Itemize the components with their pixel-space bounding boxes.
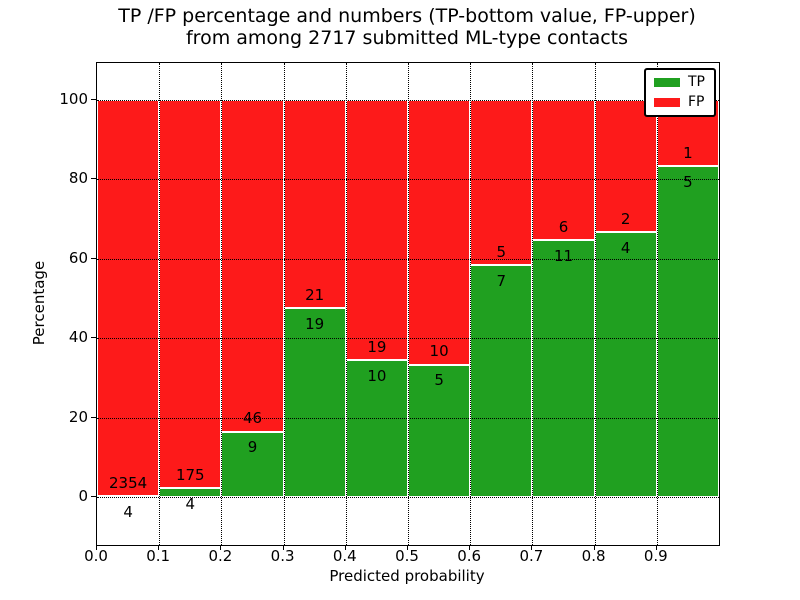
y-tick-mark-60: [91, 257, 96, 259]
bar-segment-tp-8: [594, 232, 657, 497]
bar-segment-tp-2: [221, 431, 284, 497]
v-gridline-0.7: [532, 63, 534, 545]
x-tick-mark-0.7: [531, 545, 533, 550]
x-tick-label-0.5: 0.5: [395, 547, 419, 565]
bar-segment-fp-5: [408, 99, 471, 365]
fp-count-label-0: 2354: [109, 473, 148, 492]
chart-title: TP /FP percentage and numbers (TP-bottom…: [96, 5, 718, 49]
x-tick-label-0.1: 0.1: [146, 547, 171, 565]
x-tick-mark-0.8: [593, 545, 595, 550]
fp-count-label-8: 2: [620, 209, 631, 228]
fp-count-label-4: 19: [367, 337, 387, 356]
x-tick-label-0.6: 0.6: [457, 547, 482, 565]
v-gridline-0.8: [594, 63, 596, 545]
fp-count-label-6: 5: [496, 242, 507, 261]
chart-title-line1: TP /FP percentage and numbers (TP-bottom…: [118, 5, 696, 27]
bar-segment-fp-0: [97, 99, 160, 497]
bar-segment-fp-4: [345, 99, 408, 361]
y-tick-label-80: 80: [68, 169, 88, 188]
x-tick-mark-0.9: [655, 545, 657, 550]
y-tick-mark-80: [91, 178, 96, 180]
tp-count-label-2: 9: [247, 438, 258, 457]
x-tick-label-0.8: 0.8: [581, 547, 606, 565]
y-tick-mark-0: [91, 495, 96, 497]
v-gridline-0.3: [283, 63, 285, 545]
v-gridline-0.5: [408, 63, 409, 545]
legend-item-tp: TP: [654, 75, 706, 90]
bar-segment-tp-6: [470, 265, 533, 497]
v-gridline-0.1: [159, 63, 161, 545]
y-tick-mark-40: [91, 337, 96, 339]
bar-segment-fp-1: [159, 99, 222, 489]
bar-segment-fp-6: [470, 99, 533, 266]
bar-segment-tp-9: [656, 166, 719, 497]
x-tick-mark-0.6: [469, 545, 471, 550]
bar-segment-fp-7: [532, 99, 595, 241]
y-tick-label-0: 0: [78, 486, 88, 505]
y-tick-mark-100: [91, 98, 96, 100]
legend-item-fp: FP: [654, 95, 706, 110]
tp-count-label-9: 5: [683, 172, 693, 191]
bar-segment-fp-3: [283, 99, 346, 309]
tp-count-label-6: 7: [496, 271, 507, 290]
x-tick-mark-0.0: [96, 545, 97, 550]
chart-title-line2: from among 2717 submitted ML-type contac…: [185, 27, 629, 49]
fp-count-label-7: 6: [558, 217, 569, 236]
y-tick-mark-20: [91, 416, 96, 418]
fp-legend-swatch-icon: [654, 98, 680, 107]
tp-count-label-7: 11: [553, 246, 574, 265]
v-gridline-0.6: [470, 63, 472, 545]
fp-count-label-1: 175: [175, 465, 205, 484]
x-tick-mark-0.3: [282, 545, 284, 550]
x-tick-mark-0.4: [344, 545, 346, 550]
tp-count-label-1: 4: [185, 494, 196, 513]
legend: TP FP: [644, 68, 716, 117]
x-tick-mark-0.1: [158, 545, 160, 550]
bar-segment-fp-2: [221, 99, 284, 432]
x-axis-label: Predicted probability: [329, 567, 485, 585]
v-gridline-0.9: [656, 63, 658, 545]
fp-count-label-5: 10: [429, 342, 449, 361]
x-tick-label-0.9: 0.9: [643, 547, 668, 565]
y-tick-label-20: 20: [68, 407, 88, 426]
x-tick-label-0.2: 0.2: [208, 547, 233, 565]
y-tick-label-40: 40: [68, 328, 88, 347]
y-axis-label: Percentage: [30, 260, 48, 346]
tp-count-label-3: 19: [305, 314, 325, 333]
x-tick-label-0.0: 0.0: [84, 547, 108, 565]
x-tick-mark-0.5: [407, 545, 408, 550]
x-tick-label-0.7: 0.7: [519, 547, 544, 565]
y-tick-label-60: 60: [68, 248, 88, 267]
tp-count-label-4: 10: [367, 366, 387, 385]
v-gridline-0.2: [221, 63, 223, 545]
fp-count-label-2: 46: [242, 409, 263, 428]
x-tick-mark-0.2: [220, 545, 222, 550]
fp-count-label-9: 1: [683, 143, 693, 162]
tp-legend-label: TP: [688, 74, 705, 90]
bar-segment-tp-3: [283, 308, 346, 497]
fp-count-label-3: 21: [305, 285, 325, 304]
x-tick-label-0.4: 0.4: [332, 547, 357, 565]
fp-legend-label: FP: [688, 94, 705, 110]
v-gridline-0.4: [345, 63, 347, 545]
tp-legend-swatch-icon: [654, 78, 680, 87]
plot-area: 2354 4 175 4 46 9 21 19 19 10 10 5 5 7 6 11 2 4 1 5 TP FP: [96, 62, 720, 546]
tp-count-label-8: 4: [620, 238, 631, 257]
bar-segment-tp-7: [532, 240, 595, 497]
bar-segment-tp-5: [408, 364, 471, 497]
x-tick-label-0.3: 0.3: [270, 547, 295, 565]
tp-count-label-0: 4: [123, 502, 133, 521]
y-tick-label-100: 100: [59, 89, 88, 108]
tp-count-label-5: 5: [434, 371, 444, 390]
